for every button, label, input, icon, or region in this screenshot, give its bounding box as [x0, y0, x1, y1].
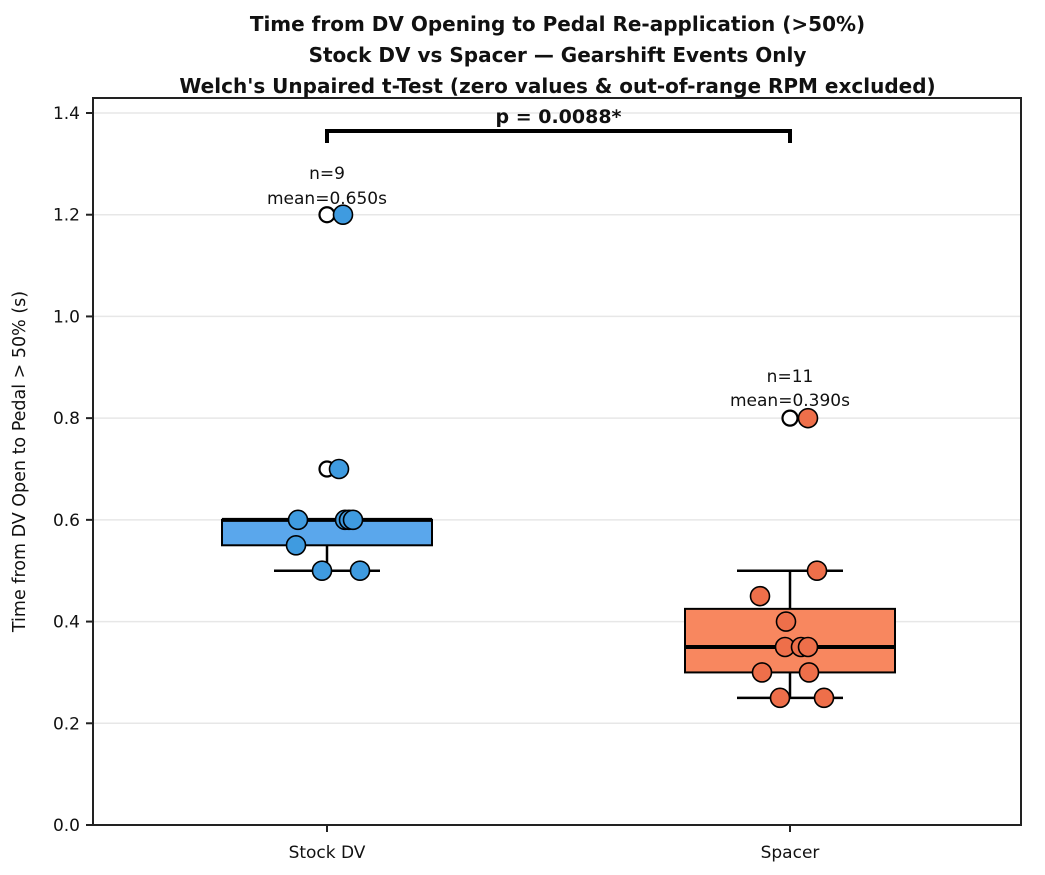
data-point-stock-dv [285, 534, 307, 556]
data-point-stock-dv [311, 560, 333, 582]
data-point-spacer [769, 687, 791, 709]
chart-title: Time from DV Opening to Pedal Re-applica… [70, 9, 1045, 102]
data-point-spacer [798, 662, 820, 683]
data-point-stock-dv [328, 458, 350, 480]
y-tick-label: 1.4 [53, 104, 80, 124]
data-point-spacer [749, 585, 771, 607]
title-line-1: Time from DV Opening to Pedal Re-applica… [249, 12, 866, 36]
significance-bracket [325, 129, 792, 143]
y-tick-label: 0.2 [53, 714, 80, 734]
data-point-stock-dv [287, 509, 309, 531]
n-annotation-stock-dv: n=9 [309, 164, 345, 184]
data-point-spacer [806, 560, 828, 582]
y-tick-label: 0.8 [53, 409, 80, 429]
y-axis-label: Time from DV Open to Pedal > 50% (s) [10, 291, 30, 633]
data-point-spacer [813, 687, 835, 709]
y-tick-label: 1.2 [53, 206, 80, 226]
data-point-stock-dv [342, 509, 364, 531]
plot-border [92, 97, 1022, 826]
outlier-marker-spacer [781, 409, 799, 427]
outlier-marker-stock-dv [318, 206, 336, 224]
title-line-2: Stock DV vs Spacer — Gearshift Events On… [308, 43, 807, 67]
data-point-stock-dv [332, 204, 354, 226]
x-tick-label-stock-dv: Stock DV [289, 843, 366, 863]
mean-annotation-stock-dv: mean=0.650s [267, 189, 387, 209]
data-point-stock-dv [349, 560, 371, 582]
mean-annotation-spacer: mean=0.390s [730, 391, 850, 411]
y-tick-label: 0.4 [53, 613, 80, 633]
y-tick-label: 0.0 [53, 816, 80, 836]
box-stock-dv [221, 518, 433, 547]
data-point-spacer [751, 662, 773, 683]
data-point-spacer [797, 407, 819, 429]
y-tick-label: 0.6 [53, 511, 80, 531]
n-annotation-spacer: n=11 [767, 367, 814, 387]
data-point-spacer [775, 611, 797, 632]
y-tick-label: 1.0 [53, 307, 80, 327]
data-point-spacer [797, 636, 819, 658]
x-tick-label-spacer: Spacer [761, 843, 820, 863]
p-value-label: p = 0.0088* [495, 106, 621, 128]
title-line-3: Welch's Unpaired t-Test (zero values & o… [179, 74, 936, 98]
